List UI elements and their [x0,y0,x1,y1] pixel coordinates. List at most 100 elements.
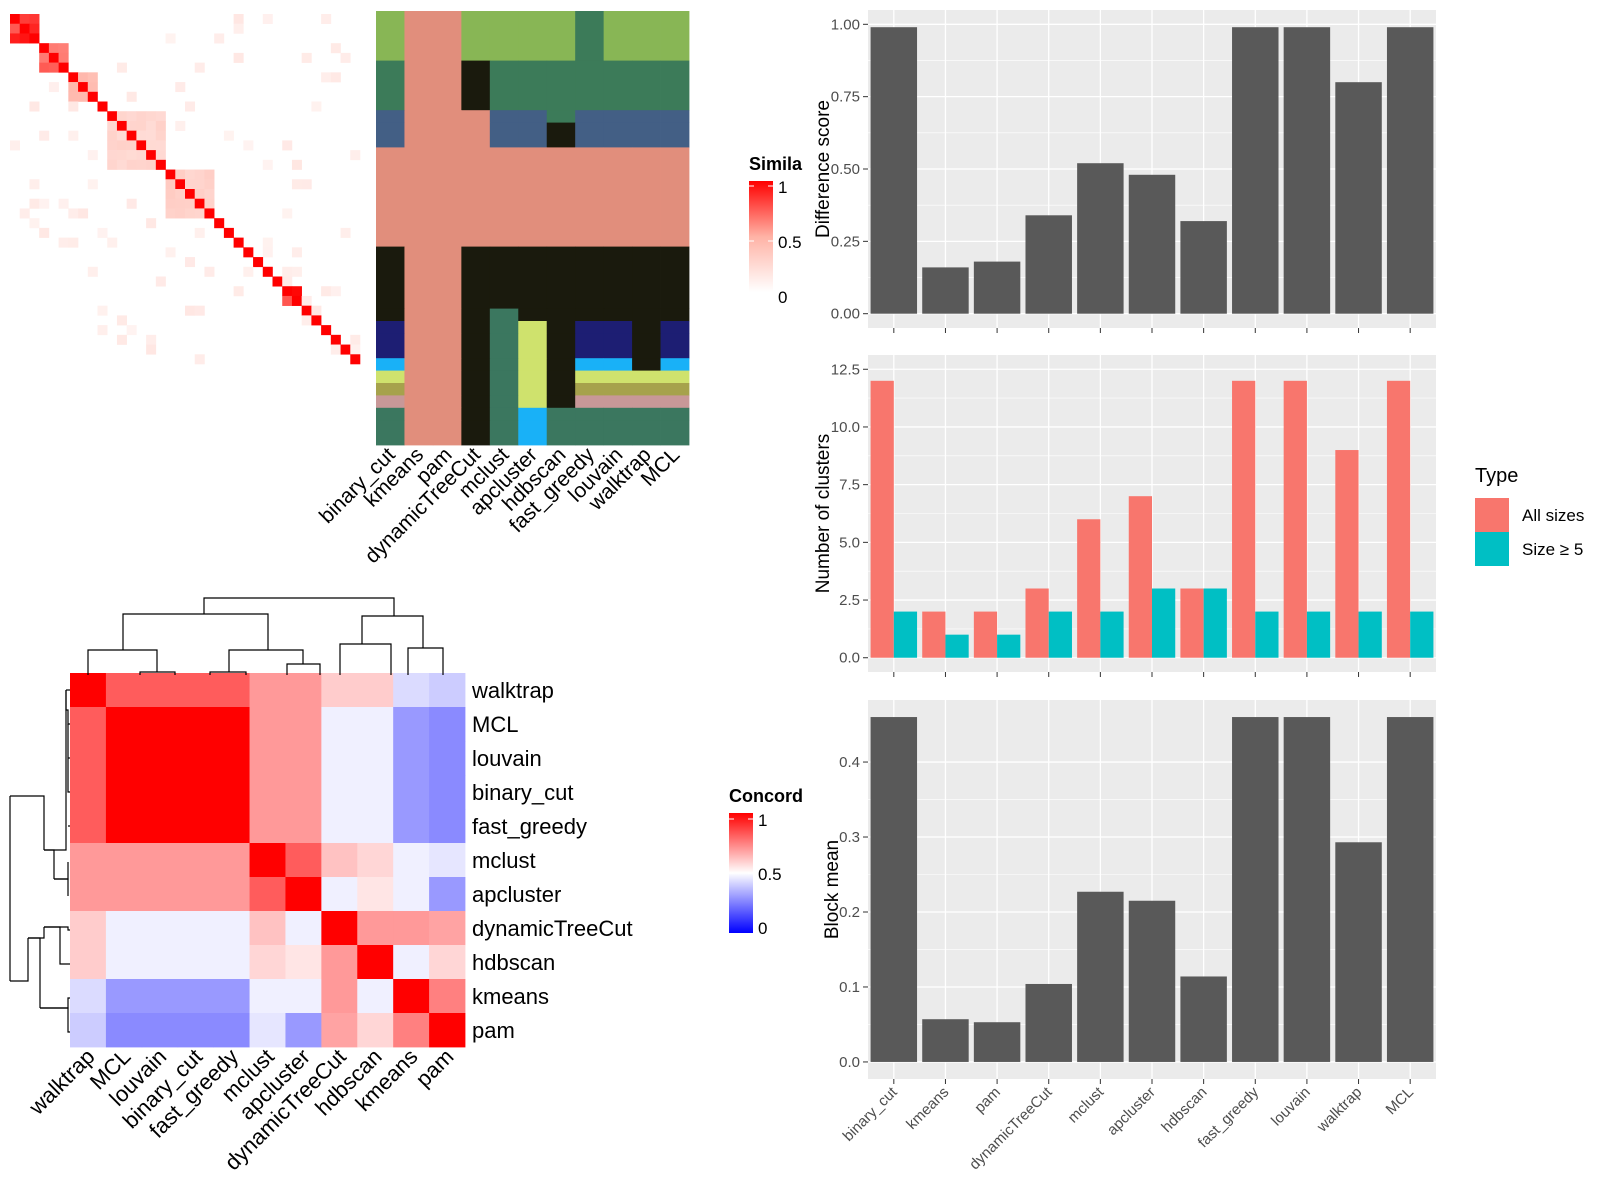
bar [1283,717,1331,1062]
similarity-cell [58,198,69,209]
concordance-cell [285,741,322,776]
similarity-cell [330,72,341,83]
bar [1025,215,1072,314]
similarity-cell [58,43,69,54]
concordance-cell [285,877,322,912]
concordance-cell [285,673,322,708]
cluster-cell [546,407,576,421]
similarity-cell [10,23,21,34]
concordance-cell [321,979,358,1014]
cluster-cell [603,11,633,61]
concordance-cell [321,741,358,776]
similarity-cell [321,325,332,336]
y-tick-label: 0.0 [839,1054,860,1071]
similarity-cell [282,295,293,306]
bar-all-sizes [1386,380,1411,658]
cluster-cell [575,370,605,384]
cluster-cell [376,246,405,309]
block-mean-chart: 0.0 0.1 0.2 0.3 0.4 Block mean binary_cut kmean… [822,700,1436,1173]
cluster-cell [376,420,405,446]
similarity-cell [107,120,118,131]
similarity-cell [291,179,302,190]
concordance-cell [429,911,466,946]
similarity-cell [155,120,166,131]
concordance-cell [213,707,250,742]
cluster-cell [404,420,434,446]
bar-all-sizes [1180,588,1204,658]
concordance-cell [357,673,394,708]
concordance-cell [285,979,322,1014]
similarity-cell [29,14,40,25]
similarity-cell [87,82,98,93]
y-tick-label: 12.5 [831,361,860,378]
concordance-cell [249,911,286,946]
similarity-cell [136,150,147,161]
concordance-cell [177,843,215,878]
similarity-cell [204,198,215,209]
cluster-cell [432,147,462,247]
x-tick-label: mclust [1065,1083,1108,1126]
concordance-cell [70,877,107,912]
row-dendrogram [9,689,70,1033]
cluster-cell [632,60,661,111]
similarity-cell [233,286,244,297]
cluster-cell [575,321,605,334]
concordance-column-labels: walktrapMCLlouvainbinary_cutfast_greedym… [23,1044,458,1175]
concordance-cell [357,877,394,912]
similarity-cell [97,305,108,316]
cluster-cell [575,383,605,396]
concordance-cell [105,979,143,1014]
similarity-cell [19,23,30,34]
concordance-cell [249,809,286,844]
cluster-cell [518,395,548,409]
y-tick-label: 5.0 [839,534,860,551]
bar-size-ge-5 [1410,611,1434,658]
concordance-cell [105,843,143,878]
cluster-cell [660,60,690,111]
similarity-cell [165,189,176,200]
similarity-cell [282,276,293,287]
cluster-cell [660,11,690,61]
concordance-row-labels: walktrap MCL louvain binary_cut fast_greedym… [471,678,633,1043]
cluster-cell [461,358,491,371]
x-tick-label: walktrap [1313,1084,1365,1136]
similarity-cell [29,218,40,229]
similarity-cell [116,159,127,170]
cluster-cell [489,110,519,123]
similarity-cell [262,14,273,25]
concordance-cell [393,1013,430,1048]
concordance-cell [321,809,358,844]
concordance-cell [70,707,107,742]
similarity-cell [350,334,361,345]
cluster-cell [603,407,633,421]
bar [870,27,918,314]
similarity-cell [29,101,40,112]
x-tick-label: kmeans [903,1084,952,1133]
cluster-cell [518,358,548,371]
cluster-cell [575,308,605,322]
concordance-cell [213,979,250,1014]
similarity-cell [350,344,361,355]
cluster-cell [546,420,576,446]
similarity-cell [340,227,351,238]
similarity-cell [146,218,157,229]
concordance-cell [213,741,250,776]
cluster-cell [632,370,661,384]
cluster-cell [518,60,548,111]
similarity-cell [39,52,50,63]
cluster-cell [546,308,576,322]
similarity-cell [87,179,98,190]
concordance-cell [141,979,179,1014]
bar [1128,900,1176,1062]
y-tick-label: 0.0 [839,650,860,667]
concordance-cell [249,979,286,1014]
y-tick-label: 0.50 [831,161,860,178]
similarity-cell [175,189,186,200]
cluster-cell [546,395,576,409]
cluster-cell [660,395,690,409]
concordance-cell [249,775,286,810]
similarity-cell [253,257,264,268]
bar-all-sizes [1025,588,1049,658]
concordance-cell [70,911,107,946]
similarity-cell [146,159,157,170]
